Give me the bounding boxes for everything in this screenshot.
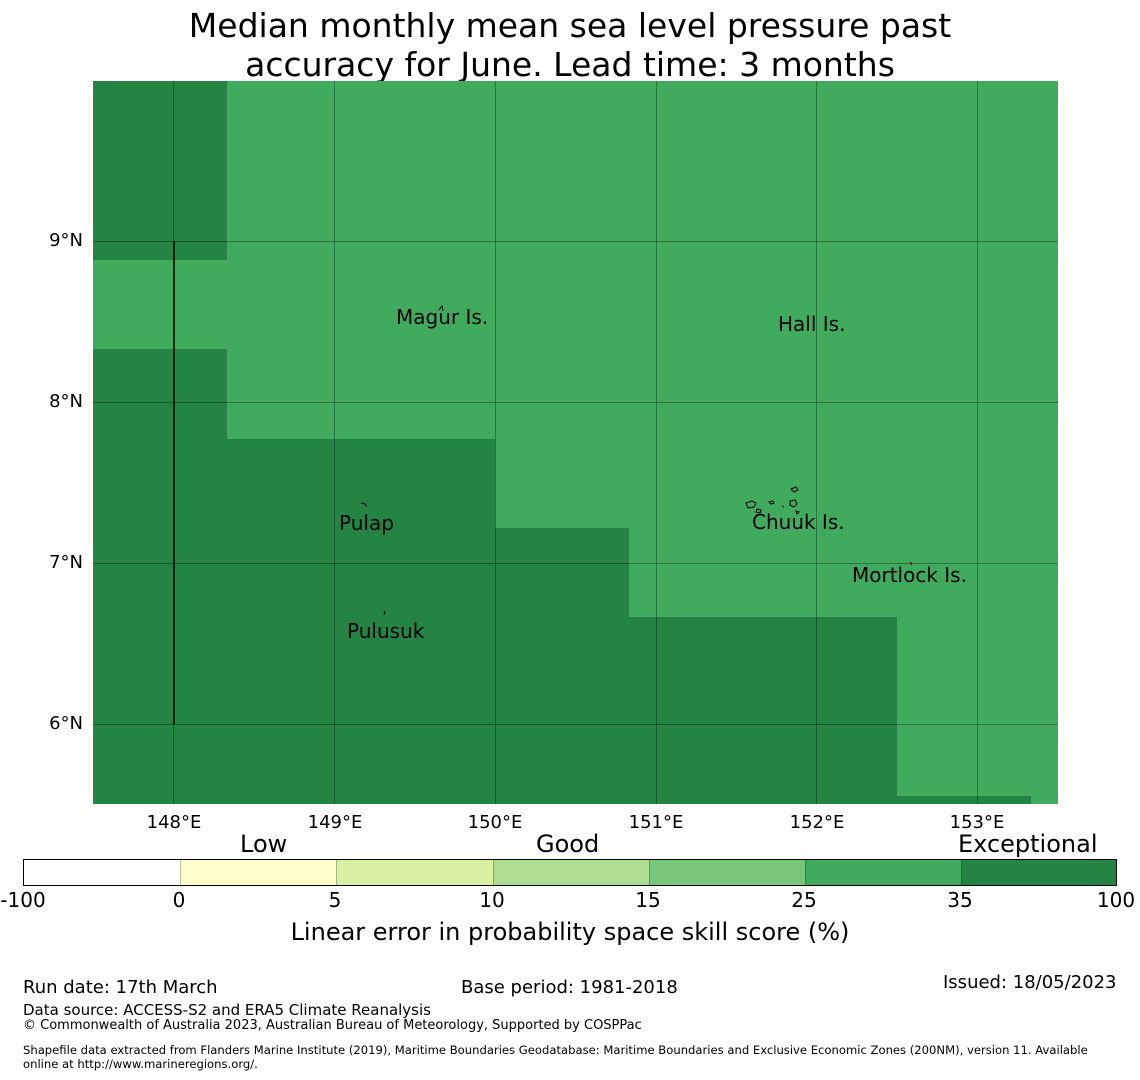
lon-label-150e: 150°E: [467, 812, 523, 833]
colorbar-divider: [805, 860, 806, 885]
map-cell-exceptional: [93, 349, 227, 804]
colorbar-divider: [649, 860, 650, 885]
map-cell-exceptional: [629, 617, 897, 804]
colorbar-label: Linear error in probability space skill …: [290, 918, 850, 946]
lat-label-8n: 8°N: [49, 391, 83, 412]
data-source: Data source: ACCESS-S2 and ERA5 Climate …: [23, 1001, 431, 1019]
map-overlay: [173, 241, 913, 724]
place-label-magur: Magur Is.: [396, 305, 489, 329]
copyright-notice: © Commonwealth of Australia 2023, Austra…: [23, 1018, 642, 1033]
colorbar-segment: [805, 860, 961, 885]
grid-line-151e: [656, 81, 657, 804]
run-date: Run date: 17th March: [23, 977, 218, 998]
grid-line-7n: [93, 563, 1058, 564]
lon-label-148e: 148°E: [146, 812, 202, 833]
lat-label-9n: 9°N: [49, 230, 83, 251]
colorbar-category-exceptional: Exceptional: [958, 830, 1098, 858]
lon-label-151e: 151°E: [628, 812, 684, 833]
colorbar-tick: -100: [0, 888, 46, 912]
map-cell-exceptional: [93, 81, 227, 260]
colorbar-tick: 0: [172, 888, 186, 912]
shapefile-credit-line-2: online at http://www.marineregions.org/.: [23, 1057, 258, 1071]
place-label-mortlock: Mortlock Is.: [852, 563, 967, 587]
colorbar: [23, 859, 1117, 886]
lat-label-7n: 7°N: [49, 552, 83, 573]
mortlock-islands-outline: [909, 561, 913, 566]
colorbar-tick: 35: [947, 888, 973, 912]
lon-label-149e: 149°E: [307, 812, 363, 833]
colorbar-tick: 5: [328, 888, 342, 912]
colorbar-segment: [961, 860, 1116, 885]
colorbar-divider: [180, 860, 181, 885]
colorbar-segment: [24, 860, 180, 885]
colorbar-tick: 10: [479, 888, 505, 912]
chart-title: Median monthly mean sea level pressure p…: [0, 6, 1140, 84]
colorbar-category-low: Low: [240, 830, 288, 858]
colorbar-segment: [649, 860, 805, 885]
place-label-pulusuk: Pulusuk: [347, 619, 425, 643]
grid-line-153e: [977, 81, 978, 804]
place-label-chuuk: Chuuk Is.: [752, 510, 845, 534]
shapefile-credit-line-1: Shapefile data extracted from Flanders M…: [23, 1043, 1088, 1057]
pulap-island-outline: [360, 502, 368, 508]
title-line-1: Median monthly mean sea level pressure p…: [188, 6, 952, 45]
lon-label-152e: 152°E: [789, 812, 845, 833]
chuuk-islands-outline: [745, 486, 800, 515]
lon-label-153e: 153°E: [949, 812, 1005, 833]
colorbar-category-good: Good: [536, 830, 600, 858]
map-cell-exceptional: [227, 439, 495, 804]
colorbar-segment: [493, 860, 649, 885]
lat-label-6n: 6°N: [49, 713, 83, 734]
colorbar-segment: [180, 860, 336, 885]
skill-map: Magur Is. Hall Is. Pulap Chuuk Is. Mortl…: [93, 81, 1058, 804]
colorbar-divider: [493, 860, 494, 885]
colorbar-divider: [336, 860, 337, 885]
grid-line-152e: [816, 81, 817, 804]
base-period: Base period: 1981-2018: [461, 977, 678, 998]
grid-line-6n: [93, 724, 1058, 725]
place-label-pulap: Pulap: [339, 511, 394, 535]
grid-line-9n: [93, 241, 1058, 242]
grid-line-150e: [495, 81, 496, 804]
pulusuk-island-outline: [383, 610, 386, 616]
grid-line-149e: [334, 81, 335, 804]
title-line-2: accuracy for June. Lead time: 3 months: [245, 45, 895, 84]
colorbar-tick: 100: [1096, 888, 1136, 912]
issued-date: Issued: 18/05/2023: [943, 972, 1117, 993]
colorbar-divider: [961, 860, 962, 885]
map-cell-exceptional: [897, 796, 1031, 804]
colorbar-tick: 25: [791, 888, 817, 912]
colorbar-tick: 15: [635, 888, 661, 912]
place-label-hall: Hall Is.: [778, 312, 846, 336]
grid-line-8n: [93, 402, 1058, 403]
magur-island-outline: [438, 304, 444, 312]
map-cell-exceptional: [495, 528, 629, 804]
colorbar-segment: [336, 860, 493, 885]
